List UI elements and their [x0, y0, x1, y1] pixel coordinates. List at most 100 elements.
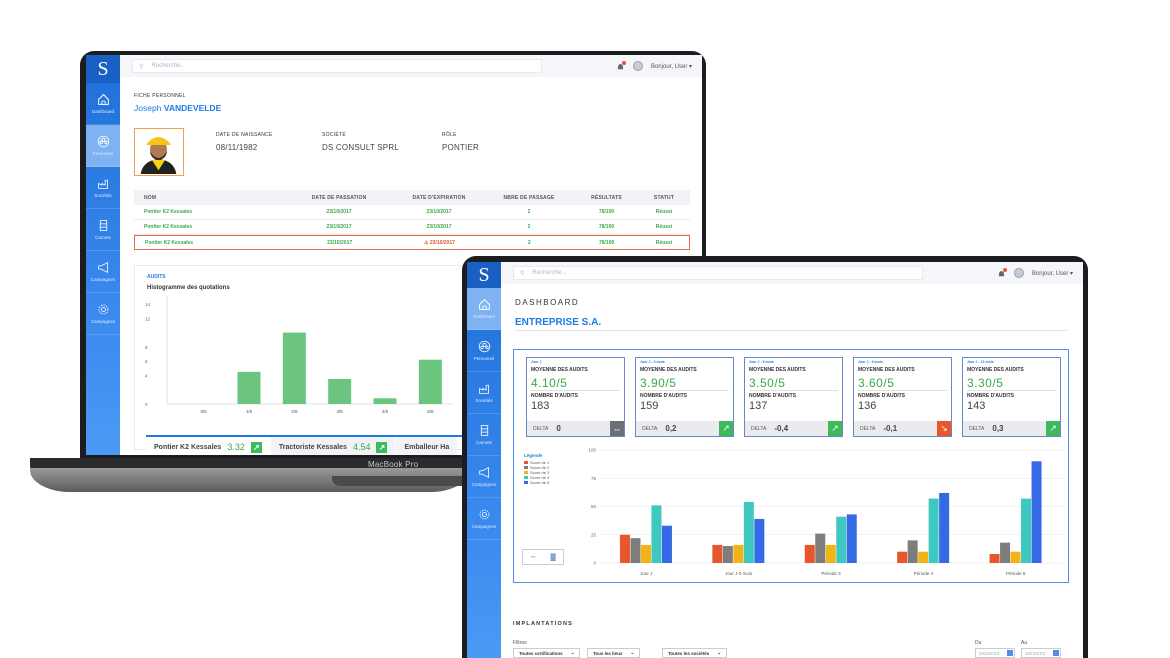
field-label: DATE DE NAISSANCE	[216, 132, 273, 138]
card-tag: AUDITS	[147, 274, 166, 280]
avatar[interactable]	[632, 61, 643, 71]
date-from-label: Du	[975, 640, 982, 646]
kpi-count-label: NOMBRE D'AUDITS	[858, 393, 906, 399]
sidebar-item-carnets[interactable]: Carnets	[86, 209, 120, 251]
sidebar-item-carnets[interactable]: Carnets	[467, 414, 501, 456]
legend-item[interactable]: Score de 3	[524, 470, 549, 475]
table-row-expired[interactable]: Pontier K2 Kessales 23/10/2017 ⚠ 23/10/2…	[134, 235, 690, 250]
delta-value: 0	[556, 424, 561, 433]
location-select[interactable]: Tous les lieux ⌄	[587, 648, 641, 658]
column-header[interactable]: NOM	[144, 194, 157, 201]
kpi-card[interactable]: Jour J - 3 mois MOYENNE DES AUDITS 3.90/5 N…	[635, 357, 734, 437]
legend-swatch	[524, 461, 528, 464]
legend-label: Score de 1	[530, 460, 550, 465]
divider	[640, 390, 729, 391]
person-photo	[134, 128, 184, 176]
kpi-count-value: 143	[967, 400, 986, 412]
bar-chart-icon[interactable]: ▓	[550, 553, 556, 561]
sidebar-label: Campagnes	[90, 319, 116, 324]
avatar[interactable]	[1013, 268, 1024, 278]
column-header[interactable]: NBRE DE PASSAGE	[503, 194, 555, 201]
company-select[interactable]: Toutes les sociétés ⌄	[662, 648, 727, 658]
sidebar-label: Campagnes	[90, 277, 116, 282]
kpi-avg-value: 3.50/5	[749, 376, 786, 390]
gear-icon	[98, 304, 108, 315]
table-cell: 23/10/2017	[426, 209, 452, 215]
legend-item[interactable]: Score de 1	[524, 460, 549, 465]
sidebar-item-dashboard[interactable]: Dashboard	[86, 83, 120, 125]
filters-label: Filtres	[513, 640, 527, 646]
score-value: 4.54	[352, 442, 371, 452]
chart-bar	[743, 501, 754, 563]
score-tab[interactable]: Emballeur Ha	[396, 437, 458, 455]
table-cell: Pontier K2 Kessales	[144, 209, 193, 215]
sidebar-item-dashboard[interactable]: Dashboard	[467, 288, 501, 330]
sidebar-item-settings[interactable]: Campagnes	[467, 498, 501, 540]
sidebar-item-societes[interactable]: Sociétés	[467, 372, 501, 414]
sidebar-label: Campagnes	[471, 524, 497, 529]
line-chart-icon[interactable]: ∼	[530, 554, 536, 561]
score-tab[interactable]: Tractoriste Kessales 4.54 ↗	[270, 437, 396, 455]
search-input[interactable]: ⚲ Recherche...	[513, 266, 923, 280]
delta-label: DELTA	[642, 425, 658, 432]
kpi-card[interactable]: Jour J - 6 mois MOYENNE DES AUDITS 3.50/5 N…	[744, 357, 843, 437]
table-cell: Réussi	[655, 209, 673, 215]
app-logo[interactable]: S	[86, 55, 120, 83]
certification-select[interactable]: Toutes certifications ⌄	[513, 648, 581, 658]
notification-bell-icon[interactable]	[616, 60, 626, 71]
chart-bar	[846, 514, 857, 563]
histogram-card: AUDITS Histogramme des quotations 0 4 6 8 12…	[134, 265, 464, 450]
monitor-screen: S Dashboard Personnel Sociétés Carnets C…	[467, 262, 1083, 658]
user-greeting[interactable]: Bonjour, User ▾	[650, 63, 692, 70]
sidebar-item-campagnes[interactable]: Campagnes	[86, 251, 120, 293]
column-header[interactable]: DATE DE PASSATION	[311, 194, 367, 201]
sidebar-item-personnel[interactable]: Personnel	[467, 330, 501, 372]
user-greeting[interactable]: Bonjour, User ▾	[1031, 270, 1073, 277]
sidebar-label: Sociétés	[475, 398, 493, 403]
x-tick-label: Période 3	[821, 571, 841, 576]
date-to-label: Au	[1021, 640, 1028, 646]
sidebar-label: Sociétés	[94, 193, 112, 198]
delta-label: DELTA	[860, 425, 876, 432]
kpi-card[interactable]: Jour J MOYENNE DES AUDITS 4.10/5 NOMBRE D'A…	[526, 357, 625, 437]
select-value: Toutes les sociétés	[668, 650, 710, 656]
column-header[interactable]: RÉSULTATS	[591, 194, 622, 201]
kpi-avg-value: 3.60/5	[858, 376, 895, 390]
score-tab-label: Tractoriste Kessales	[278, 443, 347, 451]
app-logo[interactable]: S	[467, 262, 501, 288]
audit-scores-chart: 0 25 50 75 100 Jour J Jour J-3 mois Période 3 Pé…	[588, 448, 1062, 576]
warning-icon: ⚠	[424, 239, 430, 246]
date-from-input[interactable]: XX/XX/XX	[975, 648, 1015, 658]
column-header[interactable]: STATUT	[653, 194, 675, 201]
legend-item[interactable]: Score de 5	[524, 480, 549, 485]
sidebar-item-settings[interactable]: Campagnes	[86, 293, 120, 335]
gear-icon	[479, 509, 489, 520]
macbook-label: MacBook Pro	[368, 460, 419, 469]
table-row[interactable]: Pontier K2 Kessales 23/10/2017 23/10/201…	[134, 205, 690, 220]
histogram-bar	[282, 332, 306, 404]
x-tick-label: Période 5	[1006, 571, 1026, 576]
kpi-card[interactable]: Jour J - 12 mois MOYENNE DES AUDITS 3.30/5…	[962, 357, 1061, 437]
score-tab[interactable]: Pontier K2 Kessales 3.32 ↗	[146, 437, 270, 455]
person-last-name: VANDEVELDE	[163, 103, 222, 113]
page-section-label: DASHBOARD	[515, 298, 580, 307]
trend-up-icon: ↗	[250, 441, 262, 453]
monitor-sidebar: S Dashboard Personnel Sociétés Carnets C…	[467, 262, 501, 658]
search-input[interactable]: ⚲ Recherche...	[132, 59, 542, 73]
kpi-card[interactable]: Jour J - 9 mois MOYENNE DES AUDITS 3.60/5 N…	[853, 357, 952, 437]
divider	[967, 390, 1056, 391]
date-to-input[interactable]: XX/XX/XX	[1021, 648, 1061, 658]
chart-bar	[754, 518, 765, 563]
people-icon	[478, 340, 490, 353]
sidebar-item-personnel[interactable]: Personnel	[86, 125, 120, 167]
legend-item[interactable]: Score de 2	[524, 465, 549, 470]
table-row[interactable]: Pontier K2 Kessales 23/10/2017 23/10/201…	[134, 220, 690, 235]
notification-bell-icon[interactable]	[997, 267, 1007, 278]
column-header[interactable]: DATE D'EXPIRATION	[412, 194, 466, 201]
kpi-delta-bar: DELTA 0 ⇔	[527, 421, 624, 436]
sidebar-item-societes[interactable]: Sociétés	[86, 167, 120, 209]
legend-item[interactable]: Score de 4	[524, 475, 549, 480]
sidebar-item-campagnes[interactable]: Campagnes	[467, 456, 501, 498]
calendar-icon	[1053, 650, 1059, 656]
histogram-bar	[373, 398, 397, 404]
